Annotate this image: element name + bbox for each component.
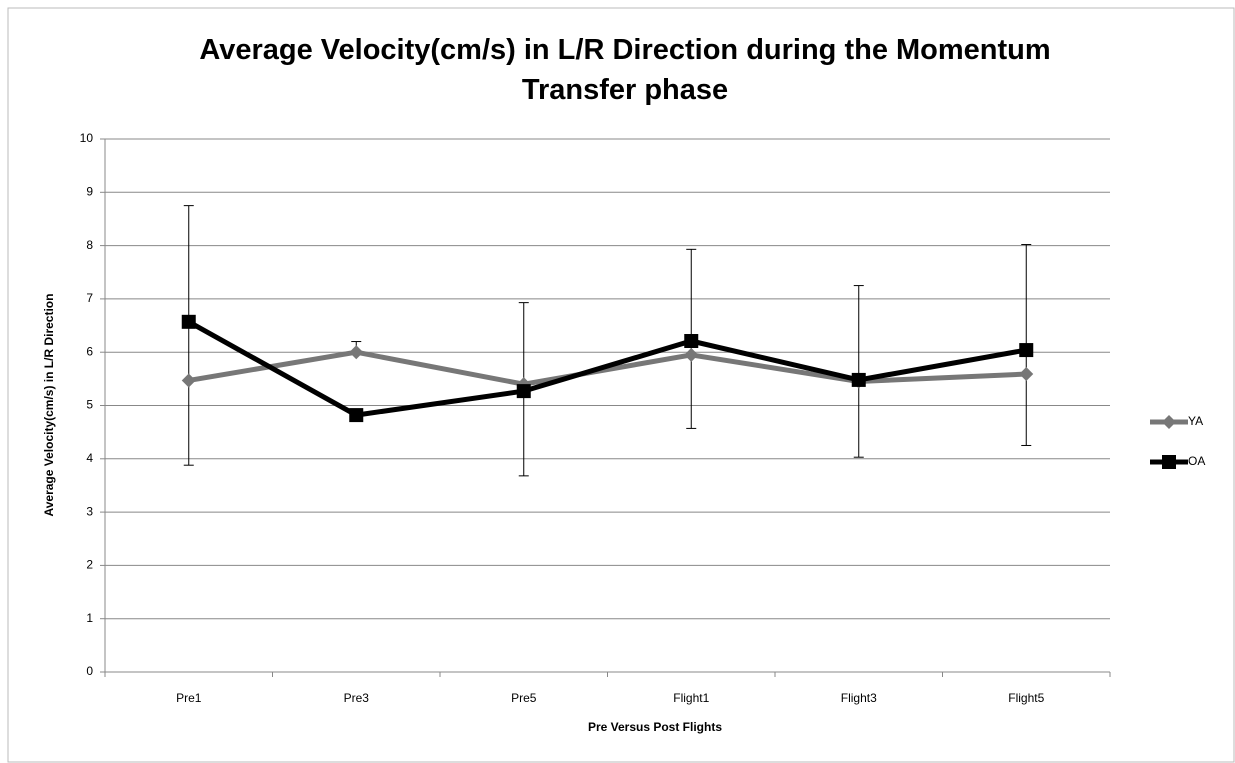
point-marker [684, 334, 699, 349]
x-tick-label: Flight3 [841, 691, 877, 705]
y-tick-label: 2 [86, 558, 93, 572]
legend-label: OA [1188, 454, 1205, 468]
y-tick-label: 8 [86, 238, 93, 252]
point-marker [1019, 343, 1034, 358]
chart-title: Average Velocity(cm/s) in L/R Direction … [199, 34, 1051, 106]
point-marker [181, 314, 196, 329]
y-tick-label: 9 [86, 184, 93, 198]
x-tick-label: Flight5 [1008, 691, 1044, 705]
y-tick-label: 3 [86, 504, 93, 518]
y-tick-label: 7 [86, 291, 93, 305]
y-tick-label: 0 [86, 664, 93, 678]
point-marker [1162, 415, 1176, 429]
x-tick-label: Pre3 [344, 691, 370, 705]
x-axis-label: Pre Versus Post Flights [588, 720, 722, 734]
point-marker [349, 408, 364, 423]
point-marker [181, 373, 196, 388]
y-tick-label: 10 [80, 131, 94, 145]
x-tick-label: Pre1 [176, 691, 202, 705]
legend-label: YA [1188, 414, 1203, 428]
chart-frame [7, 7, 1235, 763]
point-marker [516, 384, 531, 399]
y-tick-label: 6 [86, 344, 93, 358]
point-marker [1162, 455, 1176, 469]
point-marker [684, 347, 699, 362]
point-marker [851, 372, 866, 387]
y-axis-label: Average Velocity(cm/s) in L/R Direction [42, 294, 56, 517]
series-line [187, 319, 1027, 418]
series-line [188, 349, 1027, 387]
x-tick-label: Flight1 [673, 691, 709, 705]
point-marker [1019, 367, 1034, 382]
x-tick-label: Pre5 [511, 691, 537, 705]
y-tick-label: 4 [86, 451, 93, 465]
point-marker [349, 345, 364, 360]
y-tick-label: 1 [86, 611, 93, 625]
y-tick-label: 5 [86, 398, 93, 412]
